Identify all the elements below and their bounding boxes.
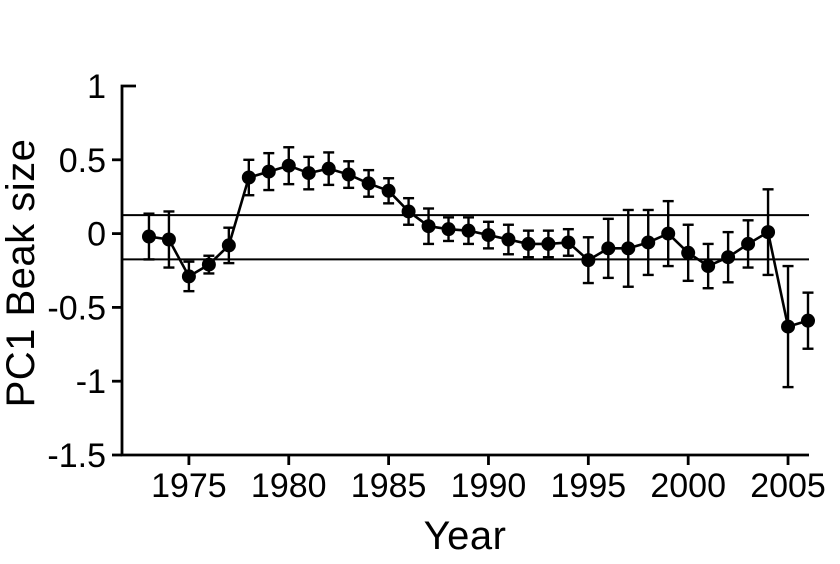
- data-point: [501, 232, 516, 247]
- data-point: [781, 319, 796, 334]
- data-point: [541, 236, 556, 251]
- y-tick-label: 0: [87, 216, 106, 254]
- data-point: [201, 257, 216, 272]
- data-point: [161, 232, 176, 247]
- x-axis-title: Year: [424, 514, 507, 558]
- y-axis-ticks-group: 1 0.5 0 -0.5 -1 -1.5: [47, 68, 122, 475]
- x-tick-label: 2000: [650, 467, 726, 505]
- data-point: [261, 164, 276, 179]
- data-point: [741, 236, 756, 251]
- data-point: [761, 225, 776, 240]
- y-tick-label: 0.5: [59, 142, 106, 180]
- x-tick-label: 1995: [551, 467, 627, 505]
- x-tick-label: 1985: [351, 467, 427, 505]
- data-point: [221, 238, 236, 253]
- x-tick-label: 1990: [451, 467, 527, 505]
- axis-spine: [120, 84, 809, 457]
- y-tick-label: -1.5: [47, 437, 106, 475]
- data-point: [561, 235, 576, 250]
- data-point: [721, 250, 736, 265]
- data-point: [701, 259, 716, 274]
- data-point: [321, 161, 336, 176]
- data-point: [401, 204, 416, 219]
- y-tick-label: -1: [76, 363, 106, 401]
- data-point: [601, 241, 616, 256]
- y-tick-label: -0.5: [47, 289, 106, 327]
- x-tick-label: 1980: [251, 467, 327, 505]
- x-axis-ticks-group: 1975 1980 1985 1990 1995 2000 2005: [151, 455, 826, 505]
- data-point: [281, 158, 296, 173]
- x-tick-label: 1975: [151, 467, 227, 505]
- data-point: [341, 167, 356, 182]
- data-point: [441, 222, 456, 237]
- reference-lines-group: [122, 214, 809, 261]
- data-points-group: [141, 158, 816, 334]
- series-line-group: [148, 164, 809, 328]
- series-line: [148, 164, 809, 328]
- y-tick-label: 1: [87, 68, 106, 106]
- data-point: [381, 183, 396, 198]
- data-point: [241, 170, 256, 185]
- y-axis-title: PC1 Beak size: [0, 139, 43, 408]
- data-point: [301, 166, 316, 181]
- data-point: [181, 269, 196, 284]
- x-tick-label: 2005: [750, 467, 826, 505]
- data-point: [481, 228, 496, 243]
- data-point: [801, 313, 816, 328]
- data-point: [521, 236, 536, 251]
- data-point: [621, 241, 636, 256]
- data-point: [461, 223, 476, 238]
- data-point: [681, 245, 696, 260]
- data-point: [661, 226, 676, 241]
- axes-group: [120, 84, 809, 457]
- data-point: [421, 219, 436, 234]
- data-point: [141, 229, 156, 244]
- data-point: [641, 235, 656, 250]
- data-point: [361, 176, 376, 191]
- data-point: [581, 253, 596, 268]
